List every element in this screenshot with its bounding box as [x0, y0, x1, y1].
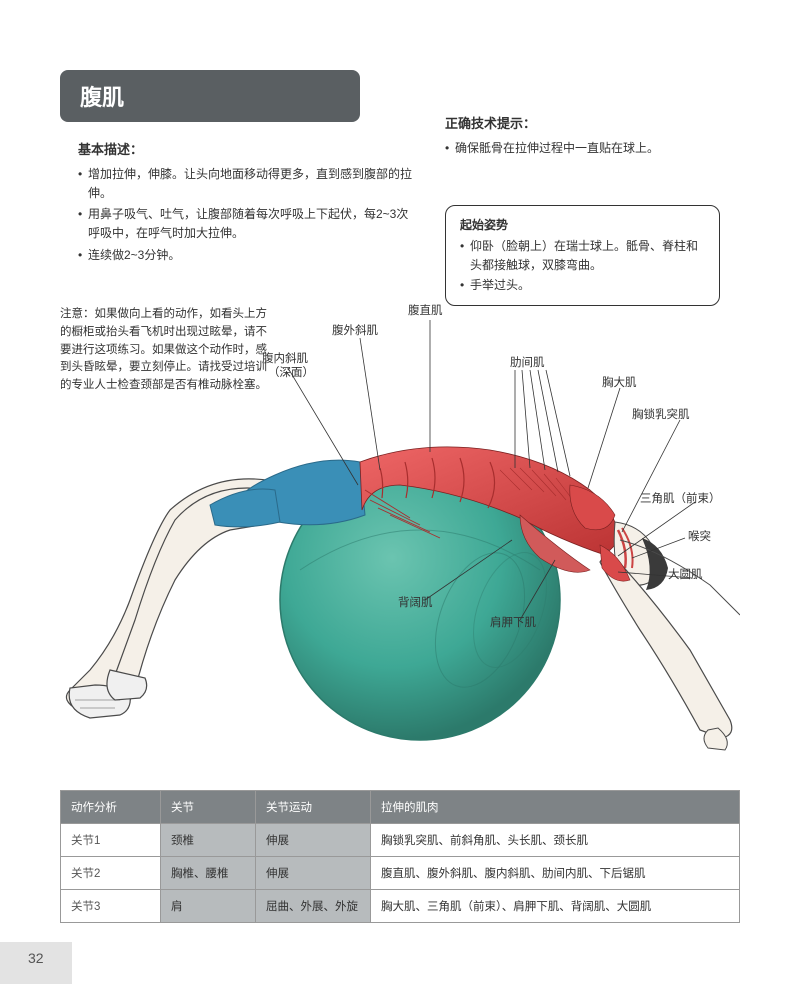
label-scm: 胸锁乳突肌: [632, 406, 690, 422]
label-latissimus: 背阔肌: [398, 594, 433, 610]
table-header: 关节运动: [256, 791, 371, 824]
table-row: 关节3 肩 屈曲、外展、外旋 胸大肌、三角肌（前束）、肩胛下肌、背阔肌、大圆肌: [61, 890, 740, 923]
basic-desc-heading: 基本描述：: [78, 140, 418, 161]
label-intercostals: 肋间肌: [510, 354, 545, 370]
label-teres-major: 大圆肌: [668, 566, 703, 582]
table-header: 关节: [161, 791, 256, 824]
page-number: 32: [28, 950, 44, 966]
basic-desc-item: 用鼻子吸气、吐气，让腹部随着每次呼吸上下起伏，每2~3次呼吸中，在呼气时加大拉伸…: [78, 205, 418, 243]
start-pose-item: 仰卧（脸朝上）在瑞士球上。骶骨、脊柱和头都接触球，双膝弯曲。: [460, 237, 705, 275]
table-header: 动作分析: [61, 791, 161, 824]
technique-hint: 正确技术提示： 确保骶骨在拉伸过程中一直贴在球上。: [445, 114, 725, 158]
tech-hint-item: 确保骶骨在拉伸过程中一直贴在球上。: [445, 139, 725, 158]
label-external-oblique: 腹外斜肌: [332, 322, 378, 338]
label-pec-major: 胸大肌: [602, 374, 637, 390]
basic-desc-item: 连续做2~3分钟。: [78, 246, 418, 265]
start-pose-heading: 起始姿势: [460, 216, 705, 235]
page-title: 腹肌: [60, 70, 360, 122]
label-laryngeal: 喉突: [688, 528, 711, 544]
anatomy-diagram: [60, 290, 740, 760]
table-header: 拉伸的肌肉: [371, 791, 740, 824]
basic-desc-item: 增加拉伸，伸膝。让头向地面移动得更多，直到感到腹部的拉伸。: [78, 165, 418, 203]
basic-description: 基本描述： 增加拉伸，伸膝。让头向地面移动得更多，直到感到腹部的拉伸。 用鼻子吸…: [78, 140, 418, 265]
tech-hint-heading: 正确技术提示：: [445, 114, 725, 135]
label-internal-oblique-2: （深面）: [268, 364, 314, 380]
label-deltoid-front: 三角肌（前束）: [640, 490, 721, 506]
table-row: 关节1 颈椎 伸展 胸锁乳突肌、前斜角肌、头长肌、颈长肌: [61, 824, 740, 857]
label-infraspinatus: 肩胛下肌: [490, 614, 536, 630]
table-row: 关节2 胸椎、腰椎 伸展 腹直肌、腹外斜肌、腹内斜肌、肋间内肌、下后锯肌: [61, 857, 740, 890]
label-rectus-abdominis: 腹直肌: [408, 302, 443, 318]
analysis-table: 动作分析 关节 关节运动 拉伸的肌肉 关节1 颈椎 伸展 胸锁乳突肌、前斜角肌、…: [60, 790, 740, 923]
